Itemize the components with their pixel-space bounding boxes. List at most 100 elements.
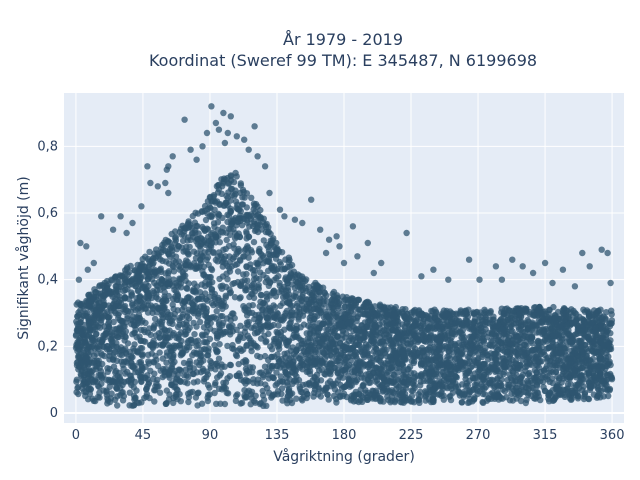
data-point [306, 300, 313, 307]
data-point [459, 343, 466, 351]
data-point [554, 362, 561, 369]
data-point [156, 389, 164, 396]
data-point [475, 359, 482, 366]
data-point [248, 194, 255, 201]
data-point [445, 348, 452, 355]
data-point [390, 371, 397, 379]
data-point [207, 319, 214, 327]
data-point [95, 357, 102, 364]
data-point [499, 360, 506, 368]
data-point [559, 341, 566, 349]
data-point [225, 323, 233, 330]
data-point [306, 335, 313, 342]
data-point [338, 321, 345, 329]
data-point [289, 369, 296, 376]
data-point [345, 319, 352, 326]
data-point [116, 272, 124, 279]
data-point [208, 286, 216, 293]
data-point [572, 331, 579, 338]
data-point [484, 352, 492, 359]
data-point [165, 274, 172, 281]
data-point [90, 295, 97, 302]
data-point [212, 199, 219, 206]
data-point [110, 363, 118, 370]
data-point [380, 375, 387, 383]
data-point [218, 285, 226, 292]
data-point [240, 271, 247, 278]
data-point [124, 340, 132, 347]
data-point [277, 316, 284, 323]
data-point [448, 377, 456, 384]
data-point [379, 338, 387, 345]
data-point [533, 382, 541, 390]
data-point [138, 351, 145, 358]
data-point [91, 352, 98, 359]
data-point [278, 288, 286, 295]
data-point [295, 316, 302, 323]
data-point [413, 316, 420, 323]
data-point [264, 267, 272, 274]
data-point [325, 396, 332, 403]
data-point [227, 331, 234, 338]
data-point [411, 384, 418, 392]
data-point [224, 276, 231, 283]
data-point [428, 386, 435, 394]
data-point [366, 301, 373, 308]
data-point [500, 318, 508, 325]
data-point [127, 376, 135, 383]
data-point [189, 301, 197, 308]
data-point [150, 255, 157, 262]
data-point [85, 344, 92, 351]
data-point [544, 357, 551, 364]
data-point [444, 359, 451, 366]
data-point [560, 368, 567, 375]
data-point [182, 366, 189, 373]
data-point [141, 263, 148, 271]
data-point [608, 307, 615, 314]
data-point [410, 378, 418, 385]
data-point [260, 254, 267, 261]
data-point [355, 296, 363, 304]
data-point [229, 345, 236, 352]
data-point [437, 354, 444, 361]
data-point [183, 321, 190, 329]
data-point [452, 342, 459, 349]
data-point [207, 357, 214, 365]
data-point [152, 302, 160, 310]
data-point [177, 264, 184, 271]
data-point [190, 370, 197, 378]
data-point [530, 374, 538, 382]
data-point [191, 331, 198, 338]
data-point [231, 192, 238, 199]
data-point [162, 258, 170, 265]
data-point [243, 319, 251, 326]
data-point [447, 392, 454, 400]
data-point [158, 328, 165, 335]
data-point [169, 360, 176, 368]
data-point [407, 330, 414, 337]
data-point [504, 337, 512, 344]
data-point [365, 379, 373, 386]
data-point [89, 367, 96, 374]
data-point [207, 325, 214, 332]
data-point [463, 370, 471, 377]
data-point [262, 381, 269, 388]
data-point [358, 392, 365, 400]
data-point [243, 204, 250, 211]
data-point [298, 302, 306, 309]
data-point [422, 388, 429, 395]
data-point [481, 348, 488, 355]
data-point [240, 346, 247, 353]
data-point [462, 375, 469, 383]
data-point [156, 334, 163, 341]
data-point [256, 315, 264, 322]
data-point [603, 371, 611, 378]
data-point [578, 365, 586, 372]
data-point [163, 359, 170, 366]
data-point [562, 386, 569, 394]
data-point [543, 313, 551, 321]
data-point [300, 308, 308, 315]
data-point [597, 306, 604, 313]
data-point [177, 352, 184, 359]
data-point [308, 290, 315, 297]
